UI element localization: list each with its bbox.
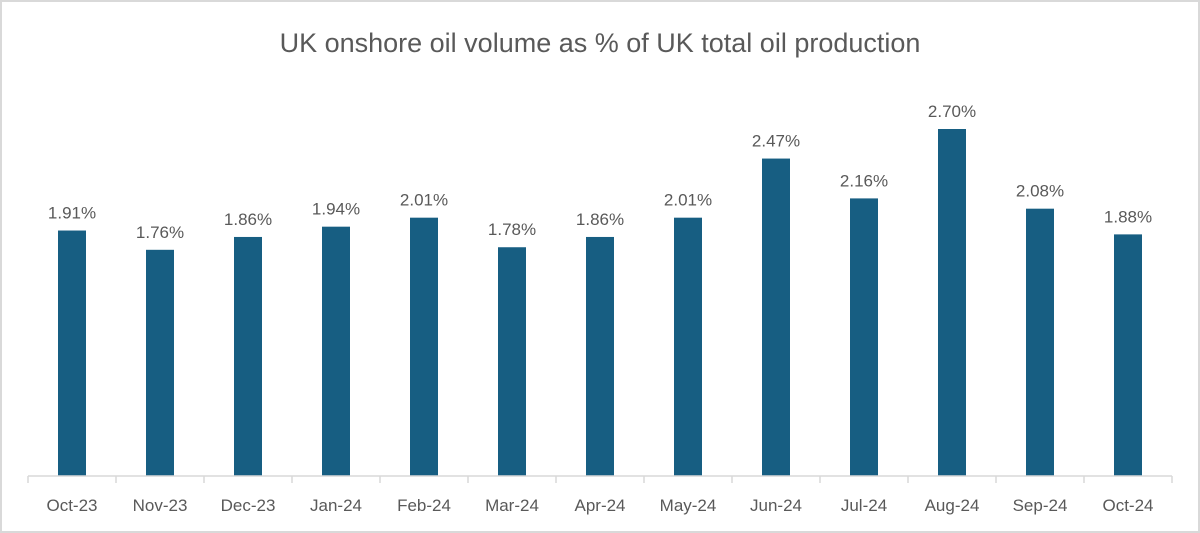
x-tick-label: Sep-24: [1013, 496, 1068, 515]
x-tick-label: Jul-24: [841, 496, 887, 515]
x-tick-label: Aug-24: [925, 496, 980, 515]
bar: [1026, 208, 1054, 476]
data-label: 1.86%: [224, 210, 272, 229]
bar: [58, 230, 86, 476]
bar: [938, 129, 966, 476]
data-label: 2.01%: [664, 191, 712, 210]
data-label: 2.08%: [1016, 182, 1064, 201]
bar: [322, 226, 350, 476]
bar: [146, 249, 174, 476]
bar: [410, 217, 438, 476]
bar: [1114, 234, 1142, 476]
x-tick-label: Oct-24: [1102, 496, 1153, 515]
bar: [674, 217, 702, 476]
data-label: 2.01%: [400, 191, 448, 210]
x-tick-label: Dec-23: [221, 496, 276, 515]
data-label: 1.88%: [1104, 207, 1152, 226]
x-tick-label: Mar-24: [485, 496, 539, 515]
x-tick-label: May-24: [660, 496, 717, 515]
bar: [850, 198, 878, 476]
x-tick-label: Jun-24: [750, 496, 802, 515]
bar: [586, 236, 614, 476]
chart-title: UK onshore oil volume as % of UK total o…: [280, 28, 921, 58]
bar: [762, 158, 790, 476]
data-label: 2.16%: [840, 171, 888, 190]
data-label: 1.91%: [48, 204, 96, 223]
x-tick-label: Feb-24: [397, 496, 451, 515]
data-label: 2.47%: [752, 132, 800, 151]
bar: [498, 247, 526, 476]
data-label: 1.76%: [136, 223, 184, 242]
data-label: 2.70%: [928, 102, 976, 121]
data-label: 1.86%: [576, 210, 624, 229]
x-tick-label: Jan-24: [310, 496, 362, 515]
x-tick-label: Oct-23: [46, 496, 97, 515]
bar: [234, 236, 262, 476]
x-tick-label: Apr-24: [574, 496, 625, 515]
x-tick-label: Nov-23: [133, 496, 188, 515]
data-label: 1.94%: [312, 200, 360, 219]
data-label: 1.78%: [488, 220, 536, 239]
